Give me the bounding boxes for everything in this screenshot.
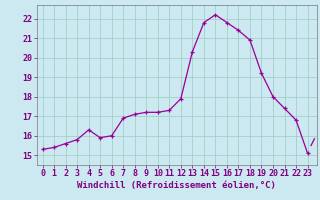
X-axis label: Windchill (Refroidissement éolien,°C): Windchill (Refroidissement éolien,°C) [77,181,276,190]
